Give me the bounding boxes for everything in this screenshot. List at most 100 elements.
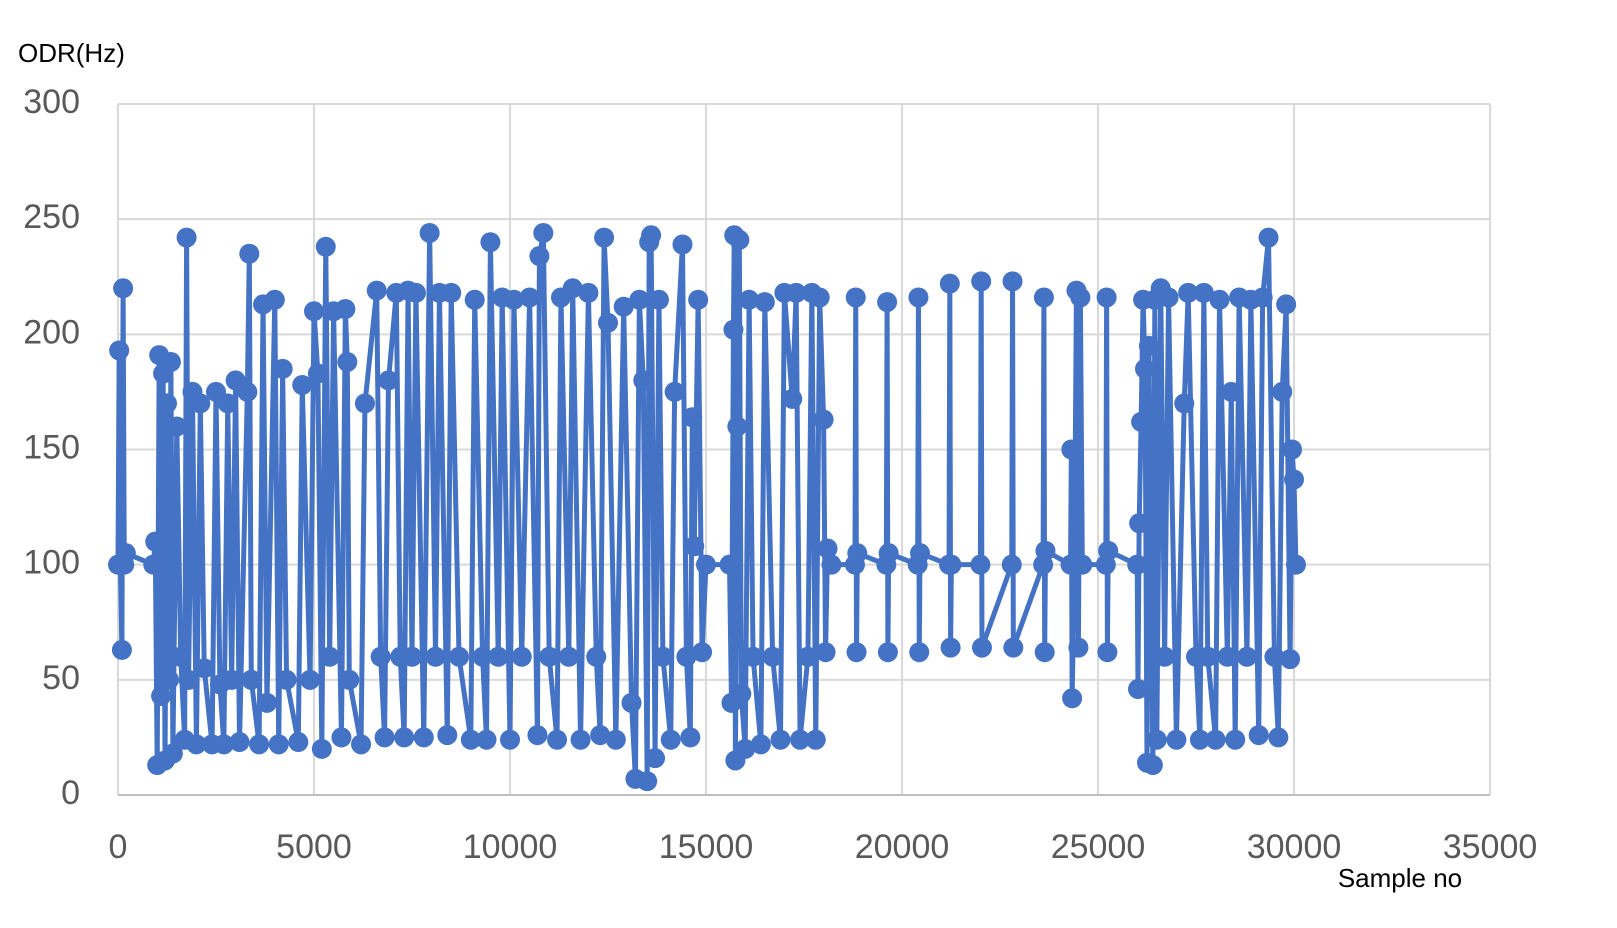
data-point: [1035, 540, 1056, 561]
data-point: [1221, 381, 1242, 402]
data-point: [1158, 287, 1179, 308]
data-point: [877, 642, 898, 663]
data-point: [637, 771, 658, 792]
data-point: [797, 646, 818, 667]
x-tick-label: 10000: [463, 828, 558, 866]
data-point: [529, 246, 550, 267]
data-point: [335, 298, 356, 319]
data-point: [815, 642, 836, 663]
data-point: [288, 732, 309, 753]
data-point: [460, 729, 481, 750]
data-point: [1154, 646, 1175, 667]
data-point: [629, 289, 650, 310]
x-axis-label: Sample no: [1338, 863, 1462, 893]
data-point: [878, 543, 899, 564]
x-tick-label: 15000: [659, 828, 754, 866]
x-tick-label: 5000: [276, 828, 352, 866]
y-tick-label: 0: [61, 774, 80, 812]
data-point: [1034, 642, 1055, 663]
data-point: [1002, 271, 1023, 292]
data-point: [940, 637, 961, 658]
data-point: [692, 642, 713, 663]
data-point: [739, 289, 760, 310]
data-point: [1135, 358, 1156, 379]
data-point: [354, 393, 375, 414]
data-point: [970, 554, 991, 575]
x-tick-label: 35000: [1443, 828, 1538, 866]
data-point: [319, 646, 340, 667]
data-point: [194, 658, 215, 679]
data-point: [909, 642, 930, 663]
data-point: [145, 531, 166, 552]
data-point: [1209, 289, 1230, 310]
data-point: [503, 289, 524, 310]
data-point: [633, 370, 654, 391]
data-point: [221, 669, 242, 690]
data-point: [158, 669, 179, 690]
data-point: [809, 287, 830, 308]
data-point: [337, 351, 358, 372]
data-point: [1248, 725, 1269, 746]
data-point: [754, 292, 775, 313]
data-point: [413, 727, 434, 748]
data-point: [723, 319, 744, 340]
data-point: [817, 538, 838, 559]
y-tick-label: 200: [23, 313, 80, 351]
data-point: [1033, 287, 1054, 308]
data-point: [1276, 294, 1297, 315]
data-point: [160, 351, 181, 372]
data-point: [594, 227, 615, 248]
data-point: [268, 734, 289, 755]
data-point: [402, 646, 422, 667]
data-point: [217, 393, 238, 414]
data-point: [1236, 646, 1257, 667]
data-point: [598, 312, 618, 333]
data-point: [533, 222, 554, 243]
data-point: [735, 738, 756, 759]
data-point: [652, 646, 673, 667]
data-point: [680, 727, 701, 748]
data-point: [790, 729, 811, 750]
data-point: [1138, 335, 1159, 356]
data-point: [939, 273, 960, 294]
x-tick-label: 30000: [1247, 828, 1342, 866]
data-point: [472, 646, 493, 667]
data-point: [229, 732, 250, 753]
data-point: [1217, 646, 1238, 667]
data-point: [241, 669, 262, 690]
data-point: [339, 669, 360, 690]
data-point: [256, 692, 277, 713]
x-tick-label: 20000: [855, 828, 950, 866]
data-point: [109, 340, 130, 361]
data-point: [621, 692, 642, 713]
data-point: [178, 669, 199, 690]
data-point: [1205, 729, 1226, 750]
data-point: [613, 296, 634, 317]
data-point: [908, 287, 929, 308]
data-point: [847, 543, 868, 564]
data-point: [162, 743, 183, 764]
data-point: [378, 370, 399, 391]
data-point: [1284, 469, 1304, 490]
data-point: [682, 407, 703, 428]
y-tick-label: 100: [23, 544, 80, 582]
data-point: [845, 287, 866, 308]
data-point: [1268, 727, 1289, 748]
data-point: [1189, 729, 1210, 750]
data-point: [237, 381, 258, 402]
data-point: [1272, 381, 1293, 402]
data-point: [488, 646, 509, 667]
data-point: [249, 734, 270, 755]
y-tick-label: 50: [42, 659, 80, 697]
data-point: [645, 748, 666, 769]
data-point: [813, 409, 834, 430]
data-point: [374, 727, 395, 748]
data-point: [1166, 729, 1187, 750]
data-point: [176, 227, 197, 248]
data-point: [500, 729, 520, 750]
data-point: [111, 639, 132, 660]
data-point: [688, 289, 709, 310]
data-point: [676, 646, 697, 667]
data-point: [750, 734, 771, 755]
data-point: [877, 292, 898, 313]
